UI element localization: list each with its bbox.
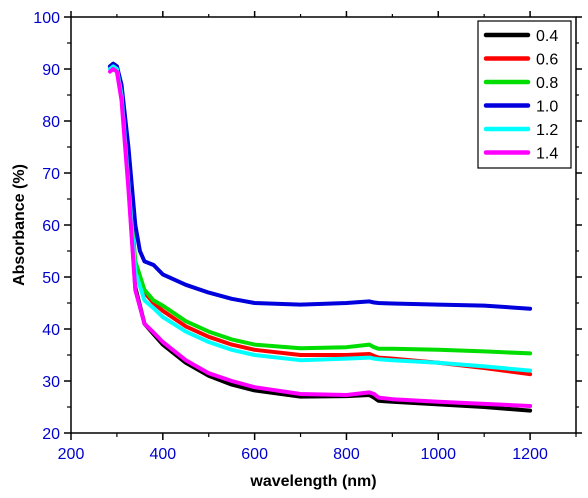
y-tick-label: 50: [42, 270, 60, 287]
x-tick-label: 1000: [420, 446, 456, 463]
series-line-0-6: [108, 61, 533, 377]
y-tick-label: 20: [42, 426, 60, 443]
y-axis-label: Absorbance (%): [11, 164, 28, 286]
series-line-0-8: [108, 61, 533, 356]
legend-label-0-4: 0.4: [536, 28, 558, 45]
x-tick-label: 200: [58, 446, 85, 463]
y-tick-label: 40: [42, 322, 60, 339]
y-tick-label: 100: [33, 10, 60, 27]
legend-label-0-8: 0.8: [536, 75, 558, 92]
x-tick-label: 800: [333, 446, 360, 463]
y-tick-label: 60: [42, 218, 60, 235]
y-tick-label: 80: [42, 114, 60, 131]
y-tick-label: 90: [42, 62, 60, 79]
legend-label-1-2: 1.2: [536, 122, 558, 139]
legend-label-1-4: 1.4: [536, 146, 558, 163]
x-tick-label: 600: [241, 446, 268, 463]
legend-box: [477, 20, 572, 169]
series-line-1-0: [108, 61, 533, 311]
series-line-1-4: [108, 67, 533, 408]
x-tick-label: 1200: [512, 446, 548, 463]
legend-label-1-0: 1.0: [536, 99, 558, 116]
y-tick-label: 30: [42, 374, 60, 391]
legend-label-0-6: 0.6: [536, 52, 558, 69]
series-line-1-2: [108, 64, 533, 373]
x-tick-label: 400: [149, 446, 176, 463]
y-tick-label: 70: [42, 166, 60, 183]
x-axis-label: wavelength (nm): [249, 473, 376, 490]
